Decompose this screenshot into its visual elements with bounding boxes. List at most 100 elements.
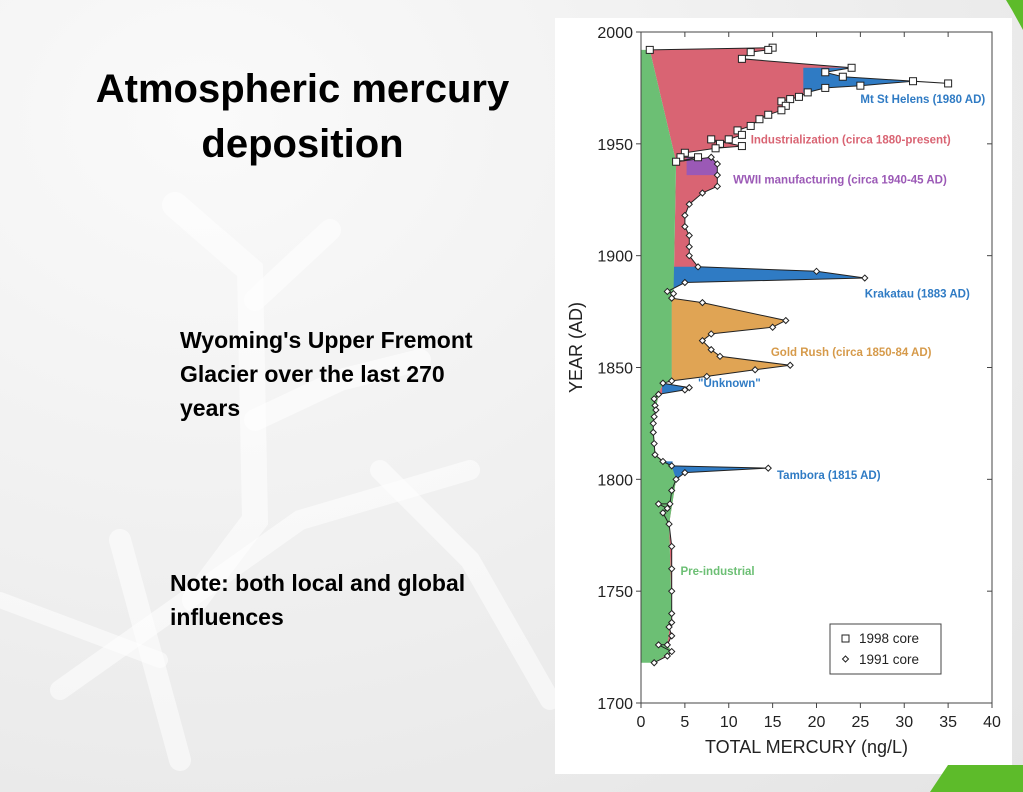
marker-1991-core bbox=[659, 509, 667, 517]
marker-1991-core bbox=[650, 439, 658, 448]
marker-1998-core bbox=[746, 48, 755, 57]
x-tick-label: 10 bbox=[720, 714, 738, 731]
marker-1998-core bbox=[724, 135, 733, 144]
marker-1991-core bbox=[713, 182, 722, 191]
legend-box bbox=[829, 623, 942, 675]
marker-1998-core bbox=[838, 72, 847, 81]
marker-1991-core bbox=[672, 475, 680, 484]
marker-1991-core bbox=[668, 647, 676, 656]
marker-1998-core bbox=[737, 54, 746, 63]
marker-1991-core bbox=[685, 200, 693, 208]
marker-1991-core bbox=[650, 395, 658, 403]
marker-1998-core bbox=[737, 142, 746, 151]
marker-1991-core bbox=[651, 451, 659, 459]
marker-1991-core bbox=[681, 278, 689, 287]
marker-1991-core bbox=[764, 464, 772, 472]
marker-1991-core bbox=[650, 659, 658, 667]
mercury-chart: 0 5 10 15 20 25 30 35 40 1700 1750 1800 1850 1900 1950… bbox=[566, 25, 1001, 757]
marker-1998-core bbox=[764, 110, 773, 119]
marker-1998-core bbox=[715, 139, 724, 148]
marker-1998-core bbox=[909, 77, 918, 86]
chart-panel: 0 5 10 15 20 25 30 35 40 1700 1750 1800 1850 1900 1950… bbox=[555, 18, 1012, 774]
marker-1998-core bbox=[856, 81, 865, 90]
marker-1991-core bbox=[649, 428, 657, 437]
marker-1991-core bbox=[654, 390, 663, 399]
y-tick-label: 1750 bbox=[597, 584, 633, 601]
marker-1991-core bbox=[652, 406, 660, 414]
legend-marker-1998-core bbox=[841, 634, 850, 643]
marker-1991-core bbox=[751, 366, 759, 374]
marker-1991-core bbox=[663, 504, 672, 513]
marker-1998-core bbox=[781, 101, 790, 110]
marker-1991-core bbox=[668, 542, 676, 551]
marker-1998-core bbox=[737, 130, 746, 139]
x-tick-label: 15 bbox=[764, 714, 782, 731]
marker-1998-core bbox=[803, 88, 812, 97]
y-tick-label: 2000 bbox=[597, 25, 633, 42]
tambora-area bbox=[662, 461, 769, 480]
marker-1991-core bbox=[668, 587, 676, 595]
marker-1991-core bbox=[707, 330, 715, 338]
marker-1991-core bbox=[663, 652, 672, 660]
marker-1991-core bbox=[649, 419, 657, 428]
marker-1991-core bbox=[707, 345, 715, 354]
y-tick-label: 1850 bbox=[597, 361, 633, 378]
marker-1991-core bbox=[812, 267, 821, 276]
marker-1991-core bbox=[668, 618, 676, 627]
marker-1998-core bbox=[786, 95, 795, 104]
marker-1991-core bbox=[694, 263, 702, 271]
x-tick-label: 0 bbox=[637, 714, 646, 731]
x-axis-label: TOTAL MERCURY (ng/L) bbox=[705, 737, 908, 757]
marker-1998-core bbox=[847, 63, 856, 72]
marker-1998-core bbox=[944, 79, 953, 88]
annotation-label: Tambora (1815 AD) bbox=[777, 470, 881, 482]
marker-1991-core bbox=[663, 641, 672, 649]
marker-1991-core bbox=[654, 500, 663, 508]
marker-1998-core bbox=[733, 126, 742, 135]
marker-1991-core bbox=[663, 287, 672, 296]
marker-1991-core bbox=[650, 412, 658, 421]
marker-1998-core bbox=[746, 121, 755, 130]
marker-1991-core bbox=[713, 160, 722, 168]
marker-1991-core bbox=[668, 462, 676, 470]
marker-1998-core bbox=[777, 97, 786, 106]
slide-note: Note: both local and global influences bbox=[170, 570, 466, 630]
annotation-label: Krakatau (1883 AD) bbox=[865, 289, 970, 301]
marker-1991-core bbox=[681, 386, 689, 394]
slide-title: Atmospheric mercury deposition bbox=[95, 67, 510, 166]
marker-1998-core bbox=[821, 83, 830, 92]
annotation-label: Mt St Helens (1980 AD) bbox=[860, 94, 985, 106]
marker-1998-core bbox=[711, 144, 720, 153]
marker-1991-core bbox=[668, 565, 676, 573]
x-tick-label: 30 bbox=[895, 714, 913, 731]
marker-1991-core bbox=[768, 323, 777, 331]
marker-1998-core bbox=[645, 45, 654, 54]
legend-marker-1991-core bbox=[841, 655, 850, 663]
marker-1998-core bbox=[755, 115, 764, 124]
marker-1991-core bbox=[698, 189, 707, 197]
marker-1998-core bbox=[777, 106, 786, 115]
marker-1991-core bbox=[668, 377, 676, 385]
slide-subtitle: Wyoming's Upper Fremont Glacier over the… bbox=[180, 327, 473, 421]
marker-1991-core bbox=[703, 372, 711, 381]
gold-rush-area bbox=[671, 298, 791, 381]
legend-label-1991-core: 1991 core bbox=[859, 652, 919, 667]
unknown-event-area bbox=[658, 383, 690, 395]
marker-1991-core bbox=[665, 623, 673, 631]
marker-1998-core bbox=[794, 92, 803, 101]
marker-1998-core bbox=[672, 157, 681, 166]
marker-1991-core bbox=[707, 153, 715, 161]
marker-1998-core bbox=[764, 45, 773, 54]
marker-1998-core bbox=[821, 68, 830, 77]
annotation-label: Industrialization (circa 1880-present) bbox=[751, 134, 951, 146]
x-tick-label: 25 bbox=[851, 714, 869, 731]
y-tick-label: 1800 bbox=[597, 472, 633, 489]
marker-1991-core bbox=[681, 468, 689, 477]
marker-1991-core bbox=[685, 231, 693, 240]
x-tick-label: 20 bbox=[808, 714, 826, 731]
marker-1991-core bbox=[698, 298, 707, 307]
marker-1991-core bbox=[659, 379, 667, 387]
legend-label-1998-core: 1998 core bbox=[859, 631, 919, 646]
marker-1991-core bbox=[685, 243, 693, 251]
